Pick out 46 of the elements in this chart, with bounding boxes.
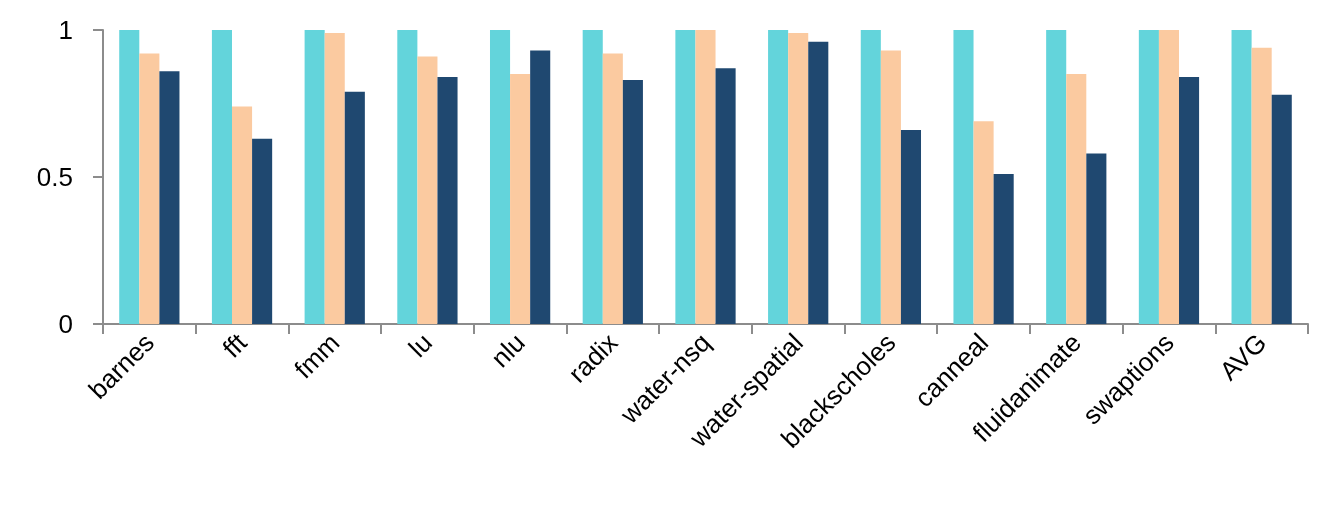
bar [768,30,789,324]
bar [900,129,922,324]
bar [675,30,696,324]
bar [1086,153,1107,324]
bar [489,30,511,324]
bar [344,91,365,324]
bar [1158,30,1179,324]
y-tick-label: 0.5 [36,162,73,192]
bar [993,174,1014,324]
bar [1046,30,1067,324]
bar [788,32,809,324]
bar [622,79,643,324]
bar [397,30,418,324]
bar [715,68,736,324]
bar [324,32,345,324]
bar [1231,30,1252,324]
bar [232,106,253,324]
bar [953,30,974,324]
bar [880,50,901,324]
bar [417,56,438,324]
bar [510,74,531,324]
bar [119,30,140,324]
bar [530,50,551,324]
x-tick-label: lu [402,327,439,363]
bar [973,121,994,324]
bar [159,71,180,324]
bar [1251,47,1272,324]
bar [1066,74,1087,324]
x-tick-label: fmm [288,327,346,385]
bar [582,30,603,324]
bar [602,53,623,324]
x-tick-label: nlu [484,327,531,374]
bar [139,53,160,324]
bar [1138,30,1159,324]
bar [808,41,829,324]
y-tick-label: 0 [58,309,73,339]
bar [1179,77,1200,324]
x-tick-label: fft [216,326,254,364]
bar [211,30,232,324]
bar [695,30,716,324]
y-tick-label: 1 [58,15,73,45]
bar [437,77,458,324]
bar [304,30,325,324]
bar [860,30,881,324]
bar [252,138,273,324]
bar [1271,94,1292,324]
